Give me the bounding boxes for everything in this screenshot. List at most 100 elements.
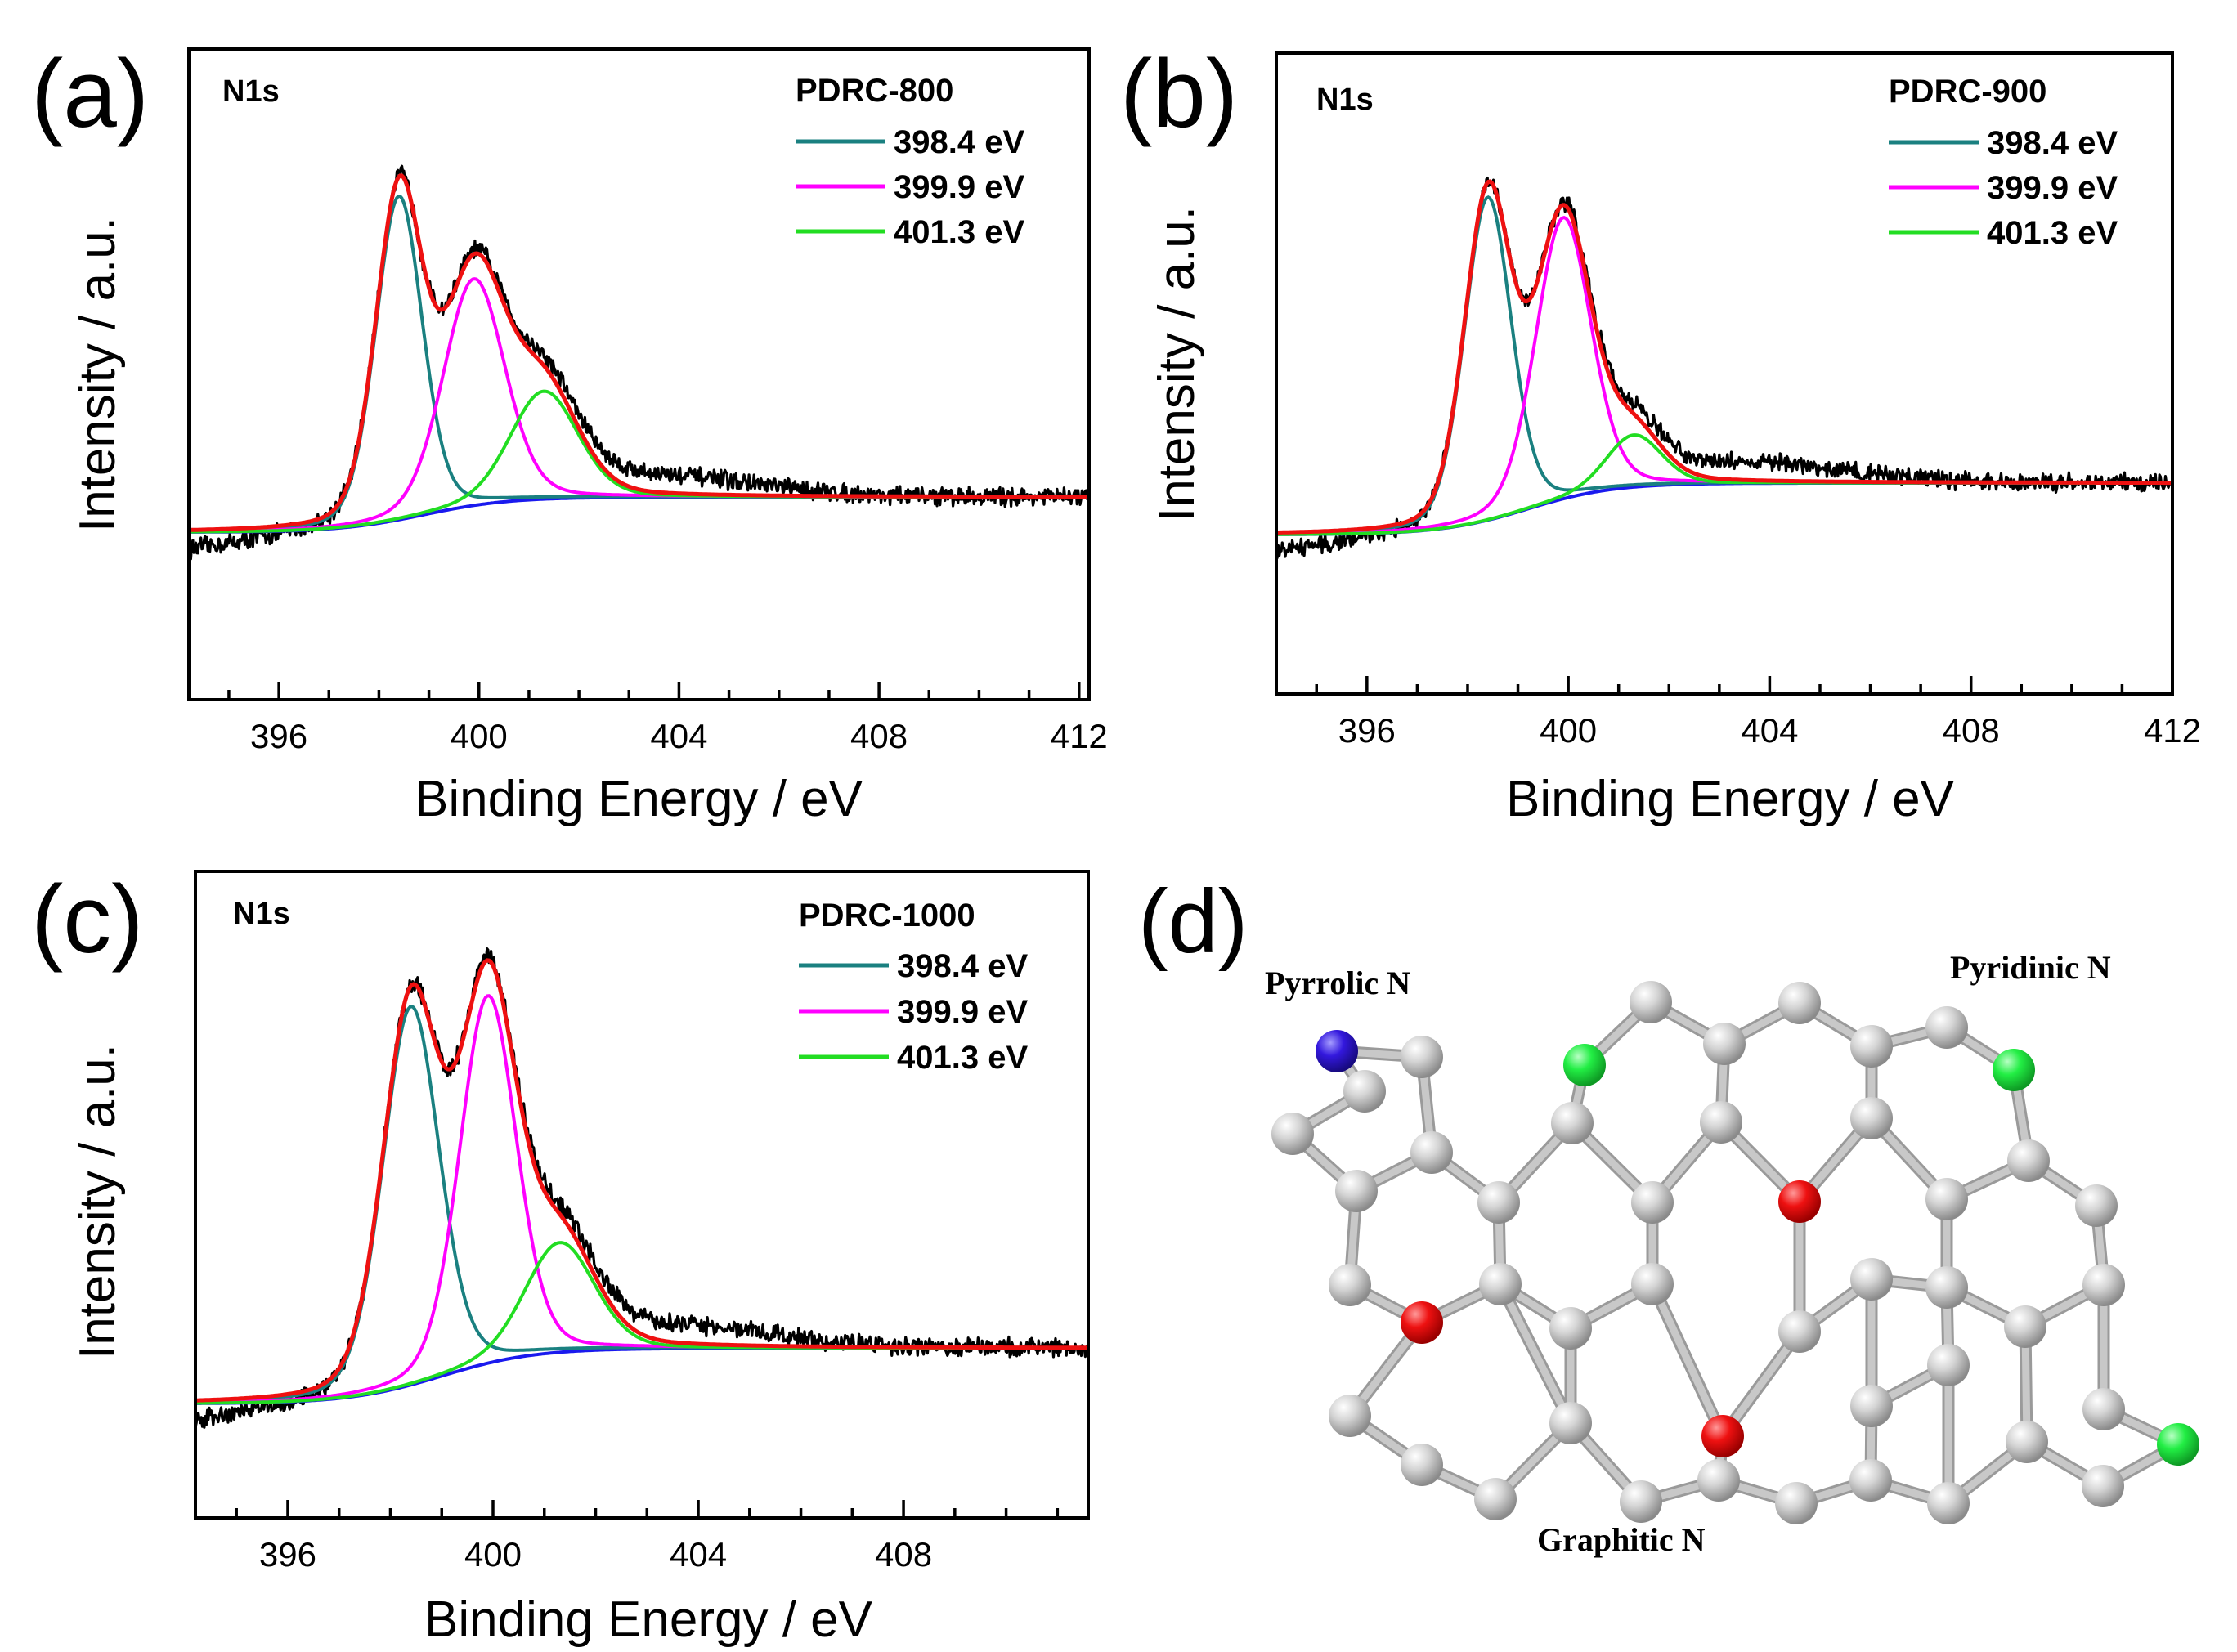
carbon-atom	[1551, 1102, 1594, 1144]
legend-label-1: 399.9 eV	[894, 169, 1024, 205]
bond-highlight	[1496, 1280, 1575, 1427]
chart-panel-c: 396 400 404 408 N1s PDRC-1000 398.4 eV 399.…	[69, 870, 1090, 1648]
pyrrolic-n-atom	[1316, 1030, 1358, 1072]
carbon-atom	[1410, 1131, 1453, 1174]
x-tick-label: 396	[259, 1535, 316, 1574]
envelope-line	[189, 173, 1089, 532]
panel-label-d: (d)	[1138, 871, 1248, 972]
carbon-atom	[2082, 1465, 2124, 1507]
sample-label: PDRC-900	[1889, 74, 2046, 110]
x-tick-label: 408	[1943, 711, 2000, 750]
x-tick-label: 404	[670, 1535, 727, 1574]
legend: 398.4 eV 399.9 eV 401.3 eV	[796, 124, 1024, 250]
envelope-line	[195, 958, 1088, 1403]
carbon-atom	[2004, 1305, 2046, 1348]
x-tick-label: 396	[250, 717, 307, 755]
sample-label: PDRC-800	[796, 73, 953, 109]
carbon-atom	[1925, 1266, 1968, 1309]
panel-label-c: (c)	[31, 866, 144, 974]
carbon-atom	[1549, 1307, 1592, 1350]
x-tick-label: 404	[650, 717, 707, 755]
carbon-atom	[1703, 1023, 1746, 1065]
x-tick-label: 400	[464, 1535, 522, 1574]
y-axis-title: Intensity / a.u.	[69, 217, 126, 532]
carbon-atom	[1850, 1097, 1893, 1139]
carbon-atom	[1778, 1310, 1821, 1353]
legend-label-0: 398.4 eV	[1987, 125, 2118, 161]
carbon-atom	[1700, 1101, 1742, 1144]
x-tick-label: 412	[2144, 711, 2201, 750]
carbon-atom	[1343, 1070, 1386, 1113]
carbon-atom	[1850, 1025, 1893, 1068]
component-line-2	[189, 389, 1089, 534]
nitrogen-doping-diagram: Pyrrolic N Pyridinic N Graphitic N	[1265, 949, 2199, 1558]
legend-label-2: 401.3 eV	[1987, 215, 2118, 251]
x-tick-label: 396	[1338, 711, 1396, 750]
panel-label-a: (a)	[31, 40, 149, 148]
graphitic-n-atom	[1778, 1180, 1821, 1223]
carbon-atom	[1850, 1385, 1893, 1427]
spectrum-label: N1s	[233, 897, 290, 931]
panel-label-b: (b)	[1120, 40, 1238, 148]
carbon-atom	[1775, 1482, 1818, 1524]
graphitic-n-atom	[1701, 1415, 1744, 1457]
legend-label-2: 401.3 eV	[894, 214, 1024, 250]
x-axis-title: Binding Energy / eV	[1506, 771, 1955, 827]
x-tick-label: 404	[1741, 711, 1798, 750]
legend-label-1: 399.9 eV	[1987, 170, 2118, 206]
carbon-atom	[1401, 1036, 1443, 1078]
plot-frame	[1275, 51, 2174, 696]
x-tick-label: 408	[850, 717, 908, 755]
carbon-atom	[1925, 1006, 1968, 1049]
pyridinic-n-label: Pyridinic N	[1950, 949, 2111, 986]
carbon-atom	[1630, 981, 1672, 1023]
x-axis-title: Binding Energy / eV	[424, 1592, 873, 1648]
pyridinic-n-atom	[1563, 1044, 1606, 1086]
carbon-atom	[1329, 1264, 1371, 1306]
carbon-atom	[1474, 1478, 1517, 1520]
graphitic-n-atom	[1401, 1301, 1443, 1344]
carbon-atom	[1271, 1113, 1314, 1155]
x-axis-title: Binding Energy / eV	[415, 771, 863, 827]
carbon-atom	[2007, 1139, 2050, 1182]
chart-panel-b: 396 400 404 408 412 N1s PDRC-900 398.4 eV 39…	[1149, 51, 2201, 827]
carbon-atom	[1631, 1263, 1674, 1305]
legend: 398.4 eV 399.9 eV 401.3 eV	[1889, 125, 2118, 251]
carbon-atom	[1549, 1402, 1592, 1444]
raw-data-line	[1276, 176, 2172, 561]
carbon-atom	[1927, 1482, 1970, 1524]
chart-panel-a: 396 400 404 408 412 N1s PDRC-800 398.4 eV 39…	[69, 47, 1108, 827]
legend: 398.4 eV 399.9 eV 401.3 eV	[799, 948, 1028, 1076]
legend-label-1: 399.9 eV	[897, 994, 1028, 1030]
carbon-atom	[1631, 1181, 1674, 1224]
carbon-atom	[2082, 1264, 2125, 1306]
legend-label-0: 398.4 eV	[894, 124, 1024, 160]
carbon-atom	[1477, 1181, 1520, 1224]
bond-highlight	[1719, 1327, 1804, 1440]
legend-label-2: 401.3 eV	[897, 1040, 1028, 1076]
spectrum-label: N1s	[1316, 83, 1374, 117]
carbon-atom	[1697, 1459, 1740, 1502]
carbon-atom	[1329, 1395, 1371, 1437]
pyridinic-n-atom	[2157, 1423, 2199, 1466]
component-line-1	[1276, 215, 2172, 535]
spectrum-label: N1s	[222, 74, 280, 109]
carbon-atom	[1620, 1480, 1662, 1523]
plot-frame	[187, 47, 1091, 701]
y-axis-title: Intensity / a.u.	[69, 1044, 126, 1359]
y-axis-title: Intensity / a.u.	[1149, 206, 1205, 522]
carbon-atom	[1925, 1178, 1968, 1220]
carbon-atom	[2082, 1388, 2125, 1430]
background-line	[1276, 481, 2172, 536]
pyridinic-n-atom	[1993, 1049, 2035, 1091]
carbon-atom	[1479, 1263, 1522, 1305]
x-tick-label: 400	[1540, 711, 1597, 750]
graphitic-n-label: Graphitic N	[1537, 1521, 1706, 1558]
x-tick-label: 408	[875, 1535, 932, 1574]
x-tick-label: 400	[451, 717, 508, 755]
sample-label: PDRC-1000	[799, 898, 975, 933]
bond-highlight	[1648, 1280, 1727, 1440]
carbon-atom	[1850, 1258, 1893, 1301]
carbon-atom	[1927, 1344, 1970, 1386]
carbon-atom	[1401, 1444, 1443, 1486]
